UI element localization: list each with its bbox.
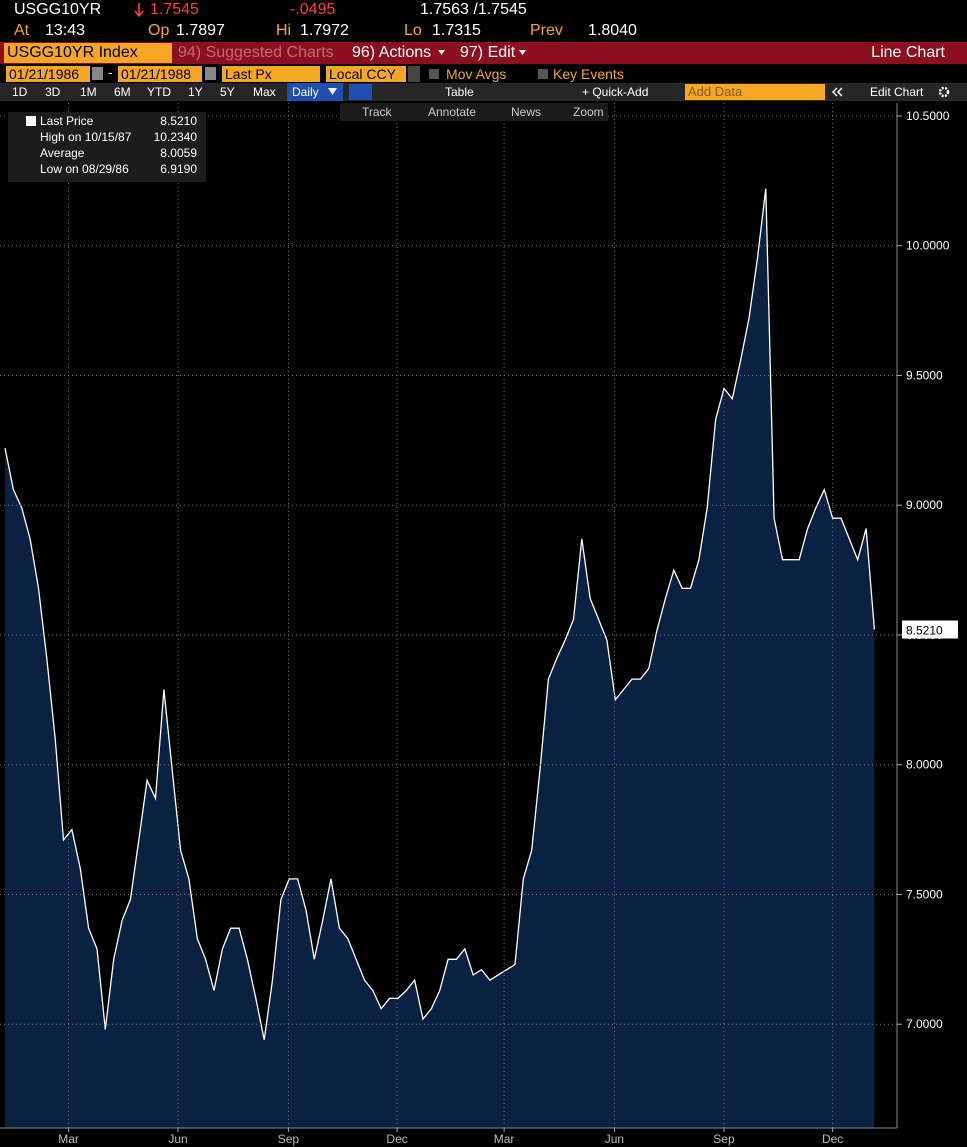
legend-value: 6.9190	[160, 162, 197, 176]
open-label: Op	[148, 22, 170, 39]
tool-button[interactable]: Zoom	[573, 105, 604, 119]
separator: -	[108, 64, 113, 80]
tool-button[interactable]: Annotate	[428, 105, 477, 119]
frequency-button[interactable]	[287, 83, 343, 101]
y-tick-label: 7.0000	[906, 1017, 943, 1031]
checkbox[interactable]	[538, 69, 548, 79]
x-tick-label: Mar	[494, 1132, 515, 1146]
high-label: Hi	[276, 22, 292, 39]
x-tick-label: Mar	[58, 1132, 79, 1146]
dropdown[interactable]	[408, 66, 420, 82]
last: 1.7545	[150, 1, 199, 18]
period-button[interactable]: 6M	[114, 85, 131, 99]
time: 13:43	[45, 22, 86, 39]
tools-bar	[340, 103, 608, 121]
bid-ask: 1.7563 /1.7545	[420, 1, 527, 18]
down-arrow	[134, 3, 144, 18]
start-date[interactable]: 01/21/1986	[6, 66, 90, 82]
field[interactable]: Last Px	[222, 66, 320, 82]
add-data[interactable]: Add Data	[685, 84, 825, 100]
table[interactable]: Table	[445, 85, 474, 99]
legend-swatch	[26, 116, 36, 126]
time-label: At	[14, 22, 30, 39]
last-price-box	[902, 620, 958, 639]
period-button[interactable]: YTD	[147, 85, 171, 99]
open: 1.7897	[176, 22, 225, 39]
x-tick-label: Dec	[386, 1132, 407, 1146]
toolbar	[0, 42, 967, 64]
view: Line Chart	[871, 44, 945, 61]
high: 1.7972	[300, 22, 349, 39]
x-tick-label: Sep	[278, 1132, 300, 1146]
area	[5, 188, 875, 1129]
period-button[interactable]: 1D	[12, 85, 28, 99]
low: 1.7315	[432, 22, 481, 39]
y-tick-label: 8.0000	[906, 758, 943, 772]
y-tick-label: 10.5000	[906, 109, 950, 123]
ticker: USGG10YR	[14, 1, 102, 18]
line	[4, 188, 876, 1040]
y-tick-label: 7.5000	[906, 887, 943, 901]
legend-label: High on 10/15/87	[40, 130, 132, 144]
x-tick-label: Jun	[605, 1132, 624, 1146]
x-tick-label: Dec	[822, 1132, 843, 1146]
quick-add[interactable]: + Quick-Add	[582, 85, 649, 99]
y-tick-label: 9.0000	[906, 498, 943, 512]
x-tick-label: Jun	[168, 1132, 187, 1146]
tool-button[interactable]: News	[511, 105, 542, 119]
prev-label: Prev	[530, 22, 563, 39]
legend-label: Average	[40, 146, 85, 160]
caret	[438, 50, 445, 55]
checkbox[interactable]	[429, 69, 439, 79]
currency[interactable]: Local CCY	[326, 66, 406, 82]
legend-label: Last Price	[40, 114, 94, 128]
period-button[interactable]: 1Y	[188, 85, 203, 99]
calendar-icon[interactable]	[92, 67, 103, 80]
collapse-icon[interactable]	[832, 87, 844, 97]
menu[interactable]: 96) Actions	[352, 44, 432, 61]
legend	[8, 112, 206, 182]
chart-icon[interactable]	[349, 84, 372, 100]
menu[interactable]: 97) Edit	[460, 44, 516, 61]
gear-icon[interactable]	[938, 86, 950, 98]
period-button[interactable]: 1M	[80, 85, 97, 99]
last-price-label: 8.5210	[906, 624, 943, 638]
option[interactable]: Key Events	[553, 66, 624, 82]
prev: 1.8040	[588, 22, 637, 39]
period-button[interactable]: 3D	[45, 85, 61, 99]
period-button[interactable]: Max	[253, 85, 276, 99]
x-tick-label: Sep	[713, 1132, 735, 1146]
legend-value: 8.0059	[160, 146, 197, 160]
change: -.0495	[290, 1, 336, 18]
end-date[interactable]: 01/21/1988	[118, 66, 202, 82]
calendar-icon[interactable]	[205, 67, 216, 80]
tool-button[interactable]: Track	[362, 105, 392, 119]
period-button[interactable]: 5Y	[220, 85, 235, 99]
caret	[328, 88, 337, 95]
y-tick-label: 9.5000	[906, 368, 943, 382]
legend-value: 8.5210	[160, 114, 197, 128]
frequency[interactable]: Daily	[292, 85, 319, 99]
legend-label: Low on 08/29/86	[40, 162, 129, 176]
low-label: Lo	[404, 22, 422, 39]
caret	[519, 50, 526, 55]
menu[interactable]: 94) Suggested Charts	[178, 44, 334, 61]
y-tick-label: 10.0000	[906, 239, 950, 253]
security[interactable]: USGG10YR Index	[4, 43, 172, 63]
legend-value: 10.2340	[153, 130, 197, 144]
option[interactable]: Mov Avgs	[446, 66, 507, 82]
edit-chart[interactable]: Edit Chart	[870, 85, 924, 99]
